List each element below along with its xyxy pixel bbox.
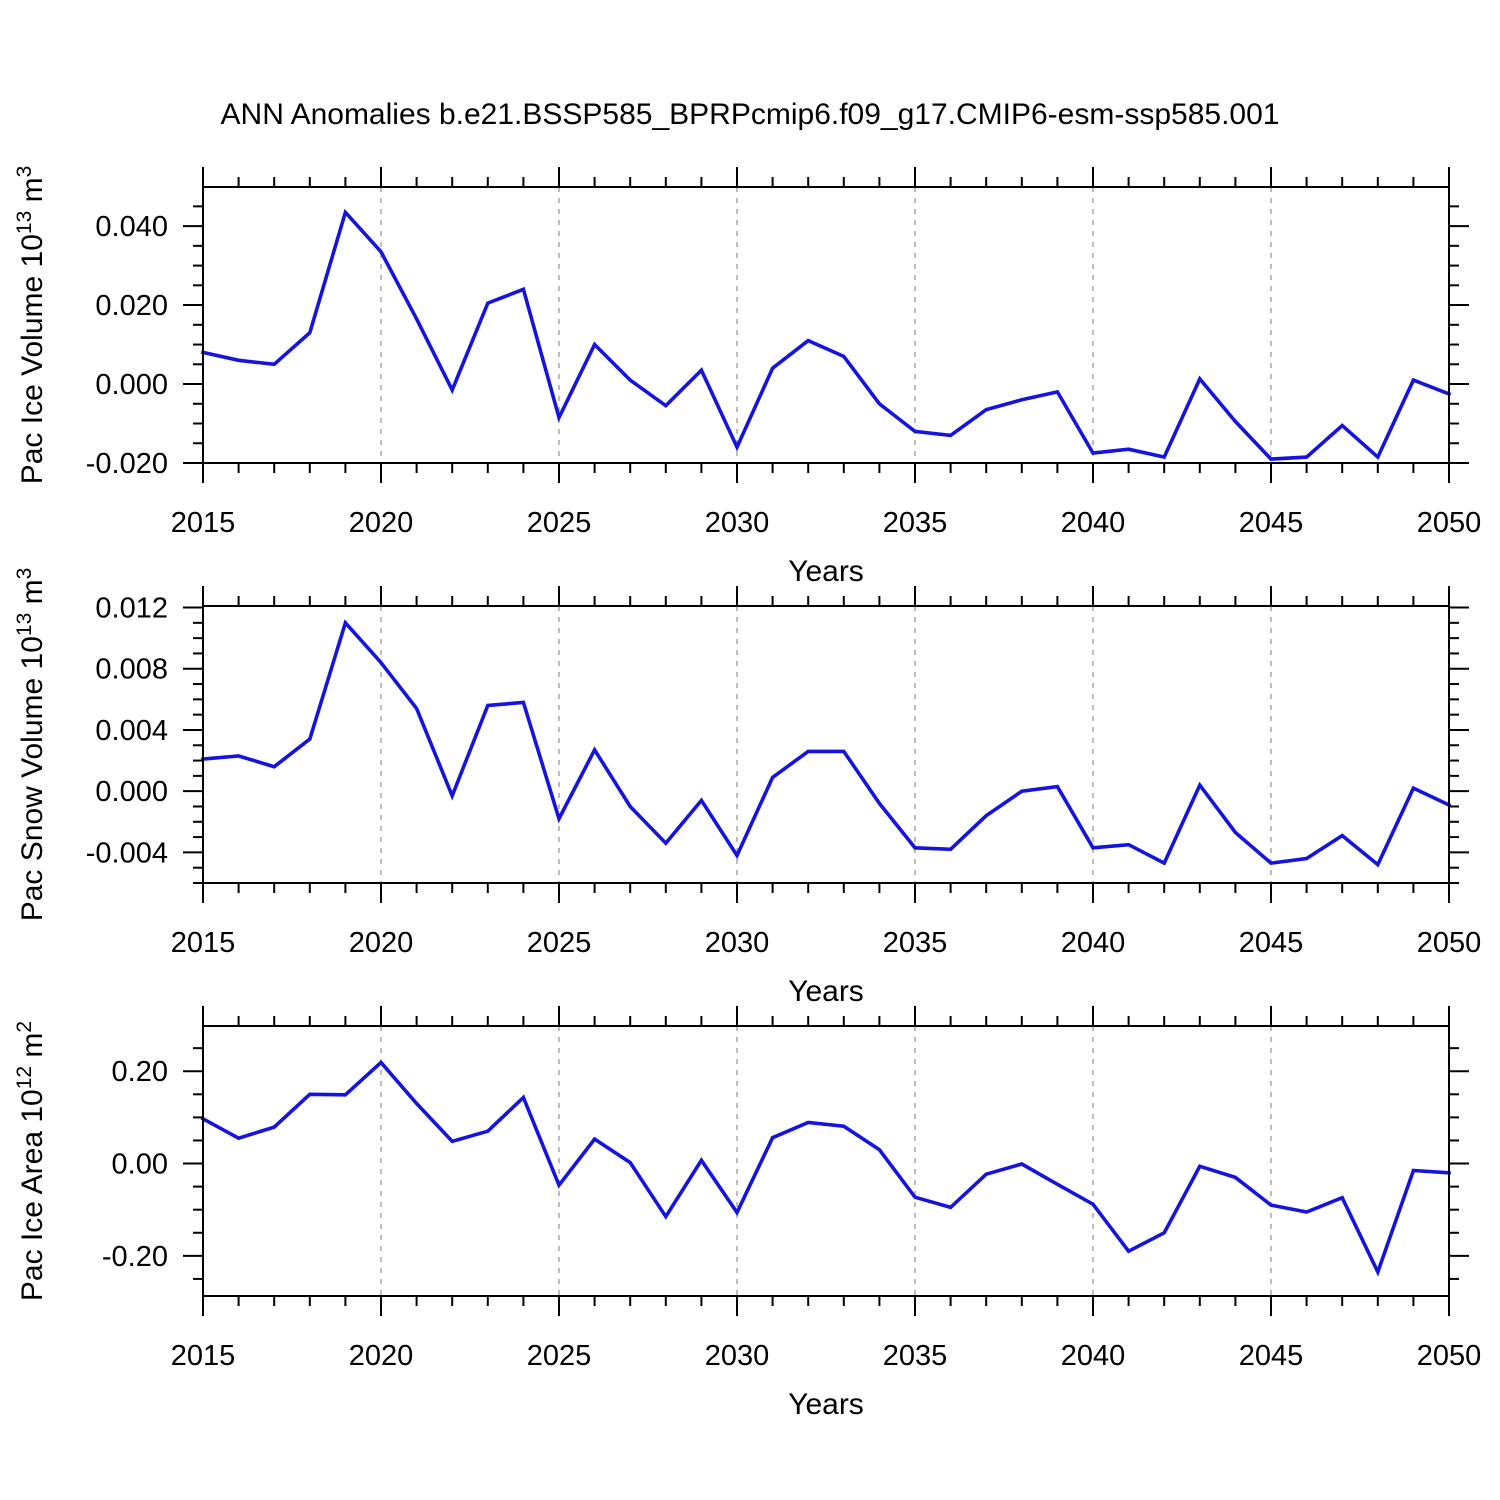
x-tick-label: 2020 [349,1340,414,1372]
chart-panel-1: 2015 2020 2025 2030 2035 2040 2045 2050 Years 0.0… [13,166,1481,588]
x-tick-label: 2050 [1417,1340,1482,1372]
x-tick-label: 2050 [1417,927,1482,959]
y-tick-label: -0.20 [102,1241,168,1273]
data-line [200,208,1452,461]
data-line [201,619,1452,868]
y-tick-label: 0.000 [95,776,168,808]
y-tick-label: 0.004 [95,715,168,747]
x-tick-label: 2045 [1239,507,1304,539]
x-tick-label: 2045 [1239,1340,1304,1372]
x-tick-label: 2035 [883,507,948,539]
x-axis-title: Years [788,1388,864,1421]
y-axis-title: Pac Ice Volume 1013 m3 [13,166,49,485]
x-tick-label: 2030 [705,1340,770,1372]
y-tick-label: -0.020 [86,448,168,480]
chart-panel-2: 2015 2020 2025 2030 2035 2040 2045 2050 Years 0.0… [13,568,1481,1008]
x-tick-label: 2030 [705,507,770,539]
chart-panel-3: 2015 2020 2025 2030 2035 2040 2045 2050 Years 0.2… [13,1006,1481,1421]
y-tick-label: 0.008 [95,654,168,686]
x-tick-label: 2015 [171,507,236,539]
x-tick-label: 2025 [527,1340,592,1372]
y-tick-label: 0.000 [95,369,168,401]
plot-border [202,1025,1450,1297]
x-tick-label: 2015 [171,1340,236,1372]
x-tick-label: 2020 [349,507,414,539]
y-axis-title: Pac Ice Area 1012 m2 [13,1021,49,1301]
x-tick-label: 2020 [349,927,414,959]
y-tick-label: 0.012 [95,593,168,625]
x-tick-label: 2025 [527,507,592,539]
figure-title: ANN Anomalies b.e21.BSSP585_BPRPcmip6.f0… [220,98,1280,131]
x-tick-label: 2040 [1061,507,1126,539]
y-tick-label: 0.00 [112,1149,168,1181]
y-axis-title: Pac Snow Volume 1013 m3 [13,568,49,922]
y-tick-label: 0.020 [95,290,168,322]
plot-border [202,605,1450,884]
x-tick-label: 2015 [171,927,236,959]
x-tick-label: 2040 [1061,927,1126,959]
y-tick-label: -0.004 [86,837,168,869]
data-line [200,1059,1451,1277]
plot-border [202,186,1450,464]
x-tick-label: 2035 [883,927,948,959]
x-tick-label: 2030 [705,927,770,959]
x-tick-label: 2040 [1061,1340,1126,1372]
x-axis-title: Years [788,555,864,588]
x-tick-label: 2035 [883,1340,948,1372]
y-tick-label: 0.20 [112,1056,168,1088]
x-tick-label: 2050 [1417,507,1482,539]
x-tick-label: 2045 [1239,927,1304,959]
y-tick-label: 0.040 [95,211,168,243]
x-tick-label: 2025 [527,927,592,959]
x-axis-title: Years [788,975,864,1008]
